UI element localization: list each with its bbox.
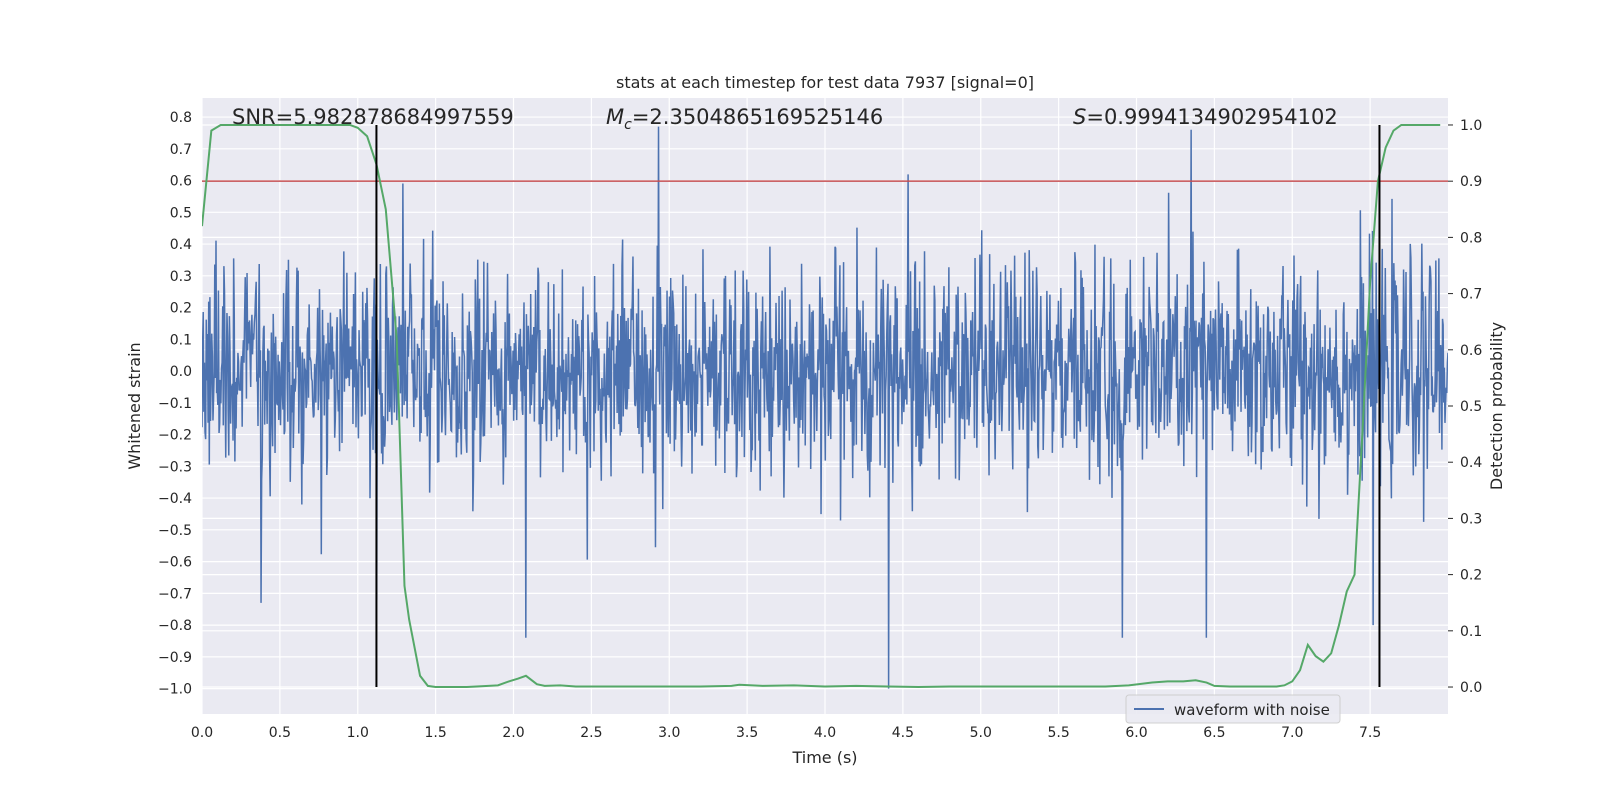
s-value: =0.9994134902954102 [1086, 105, 1337, 129]
y2-tick-label: 0.6 [1460, 343, 1482, 359]
y2-axis-label: Detection probability [1487, 322, 1506, 490]
y2-tick-label: 0.2 [1460, 568, 1482, 584]
x-tick-label: 6.5 [1203, 725, 1225, 741]
x-tick-label: 2.5 [580, 725, 602, 741]
y-tick-label: 0.8 [170, 110, 192, 126]
y2-tick-label: 0.8 [1460, 230, 1482, 246]
y-tick-label: −0.6 [158, 555, 192, 571]
y-tick-label: 0.0 [170, 364, 192, 380]
y2-tick-label: 0.3 [1460, 511, 1482, 527]
x-tick-label: 1.0 [347, 725, 369, 741]
s-annotation: S=0.9994134902954102 [1073, 105, 1338, 129]
y-tick-label: 0.4 [170, 237, 192, 253]
x-tick-label: 2.0 [502, 725, 524, 741]
y-tick-label: −0.1 [158, 396, 192, 412]
x-tick-label: 7.0 [1281, 725, 1303, 741]
x-tick-label: 4.0 [814, 725, 836, 741]
s-symbol: S [1073, 105, 1086, 129]
x-tick-label: 0.0 [191, 725, 213, 741]
chirp-mass-annotation: Mc=2.3504865169525146 [606, 105, 883, 133]
y-tick-label: 0.3 [170, 269, 192, 285]
x-tick-label: 4.5 [892, 725, 914, 741]
y2-tick-label: 0.0 [1460, 680, 1482, 696]
y2-tick-label: 1.0 [1460, 118, 1482, 134]
x-tick-label: 6.0 [1125, 725, 1147, 741]
y-tick-label: 0.7 [170, 142, 192, 158]
y2-tick-label: 0.4 [1460, 455, 1482, 471]
x-tick-label: 3.5 [736, 725, 758, 741]
x-axis-label: Time (s) [791, 748, 857, 767]
waveform-with-noise-line [202, 126, 1448, 689]
y-tick-label: −0.5 [158, 523, 192, 539]
y-tick-label: −0.8 [158, 618, 192, 634]
y-tick-label: −0.7 [158, 586, 192, 602]
y2-tick-labels: 1.0 0.9 0.8 0.7 0.6 0.5 0.4 0.3 0.2 0.1 0.0 [1448, 118, 1482, 696]
x-tick-label: 3.0 [658, 725, 680, 741]
chart-title: stats at each timestep for test data 793… [616, 73, 1034, 92]
y-axis-label: Whitened strain [125, 342, 144, 469]
x-tick-label: 0.5 [269, 725, 291, 741]
y2-tick-label: 0.9 [1460, 174, 1482, 190]
y-tick-label: 0.5 [170, 205, 192, 221]
chirp-mass-subscript: c [624, 117, 632, 133]
y2-tick-label: 0.5 [1460, 399, 1482, 415]
chirp-mass-symbol: M [606, 105, 624, 129]
y-tick-label: −0.3 [158, 459, 192, 475]
legend-entry-waveform: waveform with noise [1174, 701, 1330, 719]
x-tick-label: 1.5 [424, 725, 446, 741]
data-layer [202, 123, 1448, 689]
snr-annotation: SNR=5.982878684997559 [232, 105, 514, 129]
x-tick-label: 5.5 [1047, 725, 1069, 741]
legend-box [1125, 694, 1341, 724]
x-tick-label: 5.0 [970, 725, 992, 741]
y2-tick-label: 0.7 [1460, 287, 1482, 303]
y-tick-label: −0.9 [158, 650, 192, 666]
legend: waveform with noise [1125, 694, 1341, 724]
y-tick-label: −0.4 [158, 491, 192, 507]
y-tick-label: 0.6 [170, 174, 192, 190]
x-tick-label: 7.5 [1359, 725, 1381, 741]
y-tick-labels: 0.8 0.7 0.6 0.5 0.4 0.3 0.2 0.1 0.0 −0.1 −0.2 −0.3 −… [158, 110, 192, 698]
y-tick-label: −0.2 [158, 428, 192, 444]
y-tick-label: 0.1 [170, 332, 192, 348]
y-tick-label: −1.0 [158, 682, 192, 698]
x-tick-labels: 0.0 0.5 1.0 1.5 2.0 2.5 3.0 3.5 4.0 4.5 5.0 5.5 6.0 6… [191, 725, 1381, 741]
y-tick-label: 0.2 [170, 301, 192, 317]
y2-tick-label: 0.1 [1460, 624, 1482, 640]
chirp-mass-value: =2.3504865169525146 [632, 105, 883, 129]
detection-probability-line [202, 123, 1441, 689]
